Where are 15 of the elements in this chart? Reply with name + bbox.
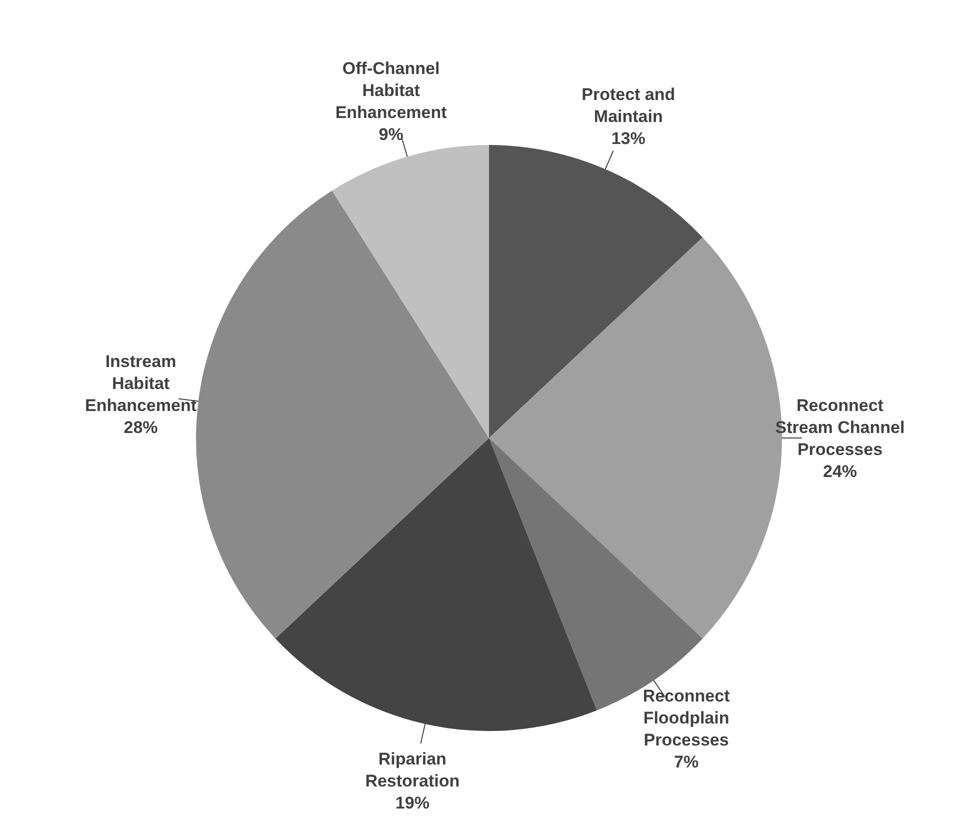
slice-label: Instream Habitat Enhancement — [85, 352, 197, 415]
slice-label: Off-Channel Habitat Enhancement — [335, 58, 448, 122]
data-label: 28% — [124, 418, 158, 437]
data-label: 19% — [395, 793, 430, 812]
pie-slice — [332, 145, 489, 438]
slice-label: Reconnect Stream Channel Processes — [775, 396, 905, 458]
data-label: 7% — [674, 752, 699, 771]
slice-label: Protect and Maintain — [582, 84, 676, 126]
pie-slice — [489, 145, 703, 438]
data-label: 24% — [822, 462, 858, 480]
data-label: 9% — [378, 124, 404, 144]
slice-label: Reconnect Floodplain Processes — [642, 686, 730, 749]
data-label: 13% — [611, 128, 646, 148]
pie-slice — [196, 190, 489, 639]
slice-label: Riparian Restoration — [365, 749, 460, 790]
